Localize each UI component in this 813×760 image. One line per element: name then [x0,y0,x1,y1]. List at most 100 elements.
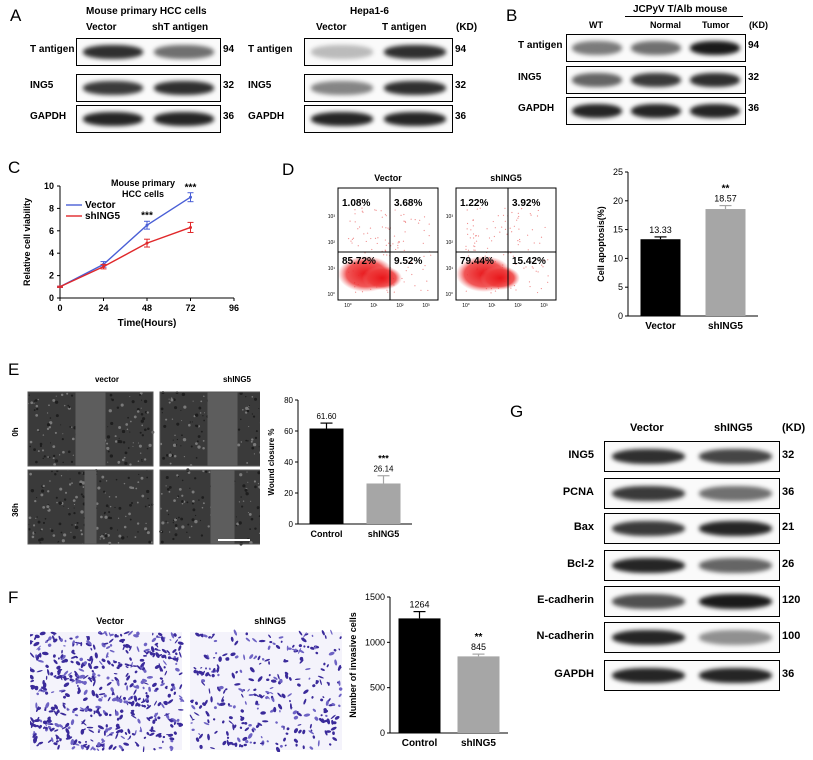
stained-cell [258,639,266,643]
stained-cell [56,665,61,670]
stained-cell [168,733,174,737]
scatter-dot [530,214,532,216]
texture [33,448,36,451]
texture [183,455,186,458]
stained-cell [48,710,54,713]
stained-cell [107,727,113,731]
stained-cell [216,666,220,672]
stained-cell [293,728,299,734]
scatter-dot [403,220,405,222]
stained-cell [299,656,304,661]
scatter-dot [357,228,359,230]
stained-cell [208,667,211,671]
stained-cell [303,689,309,694]
wound-gap [207,392,238,466]
panel-e-bar-chart: 0 20 40 60 80 Control 61.60 shING5 26.14*** Wound… [267,396,412,539]
texture [57,541,59,543]
stained-cell [83,689,88,695]
stained-cell [298,644,303,648]
texture [104,492,106,494]
texture [146,489,150,494]
stained-cell [115,710,119,716]
stained-cell [325,730,332,733]
y-tick-label: 2 [49,271,54,281]
stained-cell [122,696,126,700]
texture [46,427,50,431]
texture [80,529,83,532]
stained-cell [298,647,302,654]
texture [129,503,132,507]
flow-title: shING5 [490,173,522,183]
texture [180,445,182,447]
stained-cell [109,733,113,736]
scatter-dot [494,290,497,292]
y-tick-label: 80 [284,396,293,405]
stained-cell [217,673,220,677]
texture [160,407,164,411]
y-tick-label: 10 [613,253,623,263]
stained-cell [36,670,43,673]
stained-cell [72,707,78,712]
texture [150,541,154,544]
texture [168,485,172,489]
texture [124,461,128,466]
stained-cell [285,732,289,735]
stained-cell [122,644,129,648]
texture [181,525,185,529]
stained-cell [248,723,252,727]
texture [186,531,188,534]
stained-cell [64,639,67,643]
stained-cell [142,678,148,682]
texture [171,418,174,420]
blot-row [76,38,221,66]
texture [82,486,85,488]
stained-cell [90,739,94,742]
stained-cell [198,733,201,735]
texture [36,516,38,518]
texture [63,404,66,407]
stained-cell [140,661,146,668]
stained-cell [92,672,96,677]
texture [176,438,179,441]
stained-cell [323,707,328,713]
texture [245,406,249,411]
scatter-dot [395,248,397,251]
texture [108,495,111,498]
stained-cell [30,640,34,643]
texture [172,443,177,447]
texture [252,442,257,447]
texture [48,426,51,429]
texture [35,517,37,519]
scatter-dot [349,220,351,222]
kd-header: (KD) [456,22,478,33]
row-label: ING5 [248,80,272,91]
stained-cell [170,724,174,728]
stained-cell [98,630,102,634]
lane-label: Vector [86,22,117,33]
image-frame [159,391,260,467]
flow-axis-tick: 10² [396,303,404,309]
stained-cell [305,668,311,671]
stained-cell [240,709,244,713]
scatter-dot [381,216,383,218]
stained-cell [98,693,106,696]
texture [257,486,259,488]
texture [67,507,69,509]
stained-cell [129,683,134,688]
stained-cell [180,700,183,702]
stained-cell [169,737,175,741]
texture [194,413,199,417]
flow-axis-tick: 10² [514,303,522,309]
stained-cell [30,652,35,658]
texture [72,454,74,456]
stained-cell [260,736,263,739]
stained-cell [288,677,292,681]
row-label: ING5 [568,448,594,461]
stained-cell [61,690,66,693]
texture [148,504,150,506]
texture [258,407,260,410]
texture [55,414,59,418]
texture [137,460,140,463]
stained-cell [148,716,153,720]
stained-cell [76,674,80,677]
